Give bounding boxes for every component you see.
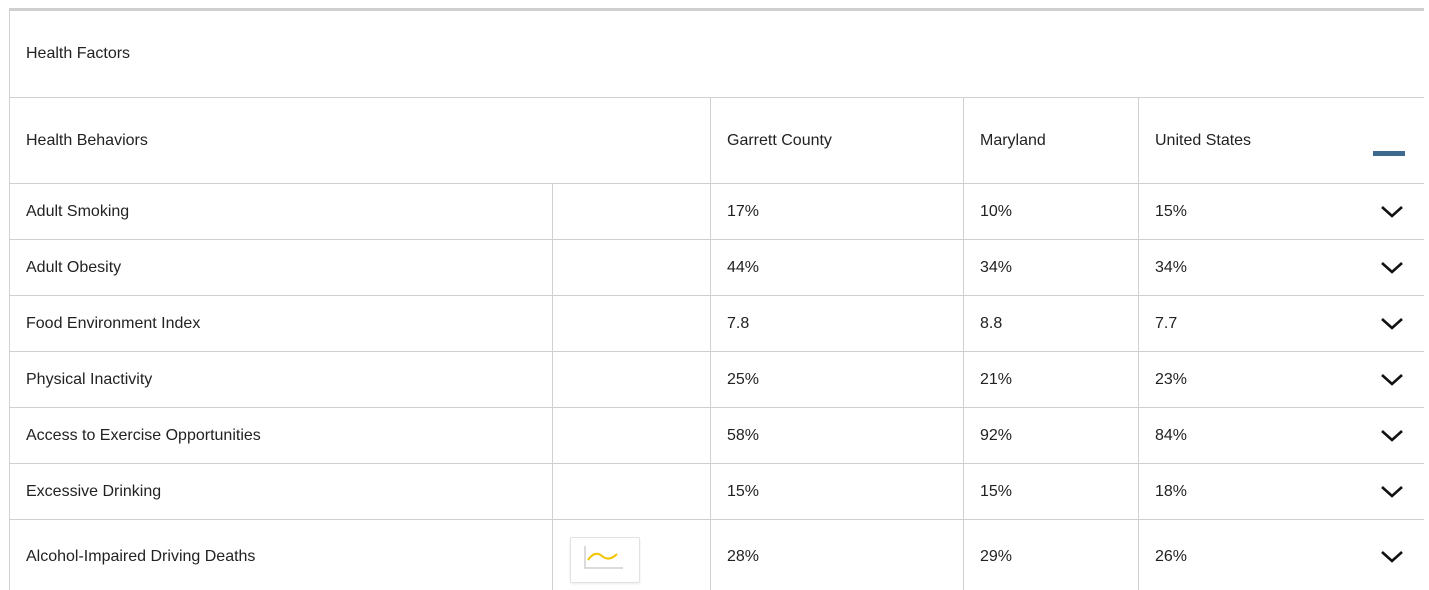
measure-name: Adult Obesity	[9, 239, 553, 296]
section-title: Health Factors	[9, 8, 1424, 98]
value-text: 84%	[1155, 426, 1188, 444]
value-cell: 15%	[963, 463, 1139, 520]
data-row: Access to Exercise Opportunities 58% 92% 84…	[9, 407, 1424, 464]
measure-name: Food Environment Index	[9, 295, 553, 352]
value-cell: 29%	[963, 519, 1139, 590]
value-cell: 34%	[963, 239, 1139, 296]
trend-icon	[584, 546, 623, 569]
expand-chevron[interactable]	[1380, 261, 1404, 275]
value-cell: 23%	[1137, 351, 1424, 408]
value-cell: 7.8	[710, 295, 964, 352]
value-text: 58%	[727, 426, 760, 444]
collapse-button[interactable]	[1373, 151, 1406, 156]
header-cell: Health Behaviors	[9, 97, 711, 184]
header-cell: Garrett County	[710, 97, 964, 184]
value-text: 29%	[980, 547, 1013, 565]
value-cell: 21%	[963, 351, 1139, 408]
value-text: 15%	[1155, 202, 1188, 220]
expand-chevron[interactable]	[1380, 205, 1404, 219]
value-text: 21%	[980, 370, 1013, 388]
chevron-shape	[1381, 373, 1403, 386]
expand-chevron[interactable]	[1380, 429, 1404, 443]
data-row: Physical Inactivity 25% 21% 23%	[9, 351, 1424, 408]
value-text: 34%	[1155, 258, 1188, 276]
value-text: 26%	[1155, 547, 1188, 565]
expand-chevron[interactable]	[1380, 550, 1404, 564]
value-cell: 8.8	[963, 295, 1139, 352]
value-text: 15%	[980, 482, 1013, 500]
value-cell: 7.7	[1137, 295, 1424, 352]
measure-name: Excessive Drinking	[9, 463, 553, 520]
value-text: 18%	[1155, 482, 1188, 500]
data-row: Excessive Drinking 15% 15% 18%	[9, 463, 1424, 520]
expand-chevron[interactable]	[1380, 485, 1404, 499]
value-cell: 18%	[1137, 463, 1424, 520]
value-text: 17%	[727, 202, 760, 220]
trend-cell	[552, 407, 711, 464]
measure-name: Alcohol-Impaired Driving Deaths	[9, 519, 553, 590]
chevron-shape	[1381, 261, 1403, 274]
data-row: Adult Obesity 44% 34% 34%	[9, 239, 1424, 296]
value-text: 15%	[727, 482, 760, 500]
expand-chevron[interactable]	[1380, 317, 1404, 331]
value-text: 7.7	[1155, 314, 1178, 332]
chevron-shape	[1381, 205, 1403, 218]
value-cell: 25%	[710, 351, 964, 408]
measure-name: Physical Inactivity	[9, 351, 553, 408]
data-row: Alcohol-Impaired Driving Deaths 28% 29% 26%	[9, 519, 1424, 590]
value-cell: 92%	[963, 407, 1139, 464]
trend-cell	[552, 295, 711, 352]
value-cell: 26%	[1137, 519, 1424, 590]
value-cell: 15%	[1137, 183, 1424, 240]
header-row: Health Behaviors Garrett County Maryland…	[9, 97, 1424, 184]
trend-cell	[552, 351, 711, 408]
value-text: 10%	[980, 202, 1013, 220]
measure-name: Adult Smoking	[9, 183, 553, 240]
trend-cell	[552, 239, 711, 296]
value-cell: 28%	[710, 519, 964, 590]
value-text: 44%	[727, 258, 760, 276]
measure-name: Access to Exercise Opportunities	[9, 407, 553, 464]
value-text: 34%	[980, 258, 1013, 276]
data-row: Adult Smoking 17% 10% 15%	[9, 183, 1424, 240]
value-text: 92%	[980, 426, 1013, 444]
trend-line	[587, 552, 618, 561]
expand-chevron[interactable]	[1380, 373, 1404, 387]
value-text: 8.8	[980, 314, 1003, 332]
value-text: 23%	[1155, 370, 1188, 388]
trend-cell	[552, 463, 711, 520]
trend-button[interactable]	[570, 537, 640, 583]
trend-axis	[584, 546, 623, 569]
chevron-shape	[1381, 550, 1403, 563]
header-text: United States	[1155, 131, 1252, 149]
value-cell: 84%	[1137, 407, 1424, 464]
header-cell: Maryland	[963, 97, 1139, 184]
value-cell: 34%	[1137, 239, 1424, 296]
value-cell: 17%	[710, 183, 964, 240]
value-text: 25%	[727, 370, 760, 388]
chevron-shape	[1381, 485, 1403, 498]
header-cell: United States	[1137, 97, 1424, 184]
value-cell: 10%	[963, 183, 1139, 240]
chevron-shape	[1381, 429, 1403, 442]
value-cell: 15%	[710, 463, 964, 520]
health-factors-panel: Health Factors Health Behaviors Garrett …	[9, 8, 1424, 590]
health-table: Health Factors Health Behaviors Garrett …	[9, 8, 1424, 590]
trend-cell	[552, 519, 711, 590]
value-text: 28%	[727, 547, 760, 565]
trend-cell	[552, 183, 711, 240]
value-text: 7.8	[727, 314, 750, 332]
title-row: Health Factors	[9, 8, 1424, 98]
data-row: Food Environment Index 7.8 8.8 7.7	[9, 295, 1424, 352]
chevron-shape	[1381, 317, 1403, 330]
value-cell: 44%	[710, 239, 964, 296]
value-cell: 58%	[710, 407, 964, 464]
